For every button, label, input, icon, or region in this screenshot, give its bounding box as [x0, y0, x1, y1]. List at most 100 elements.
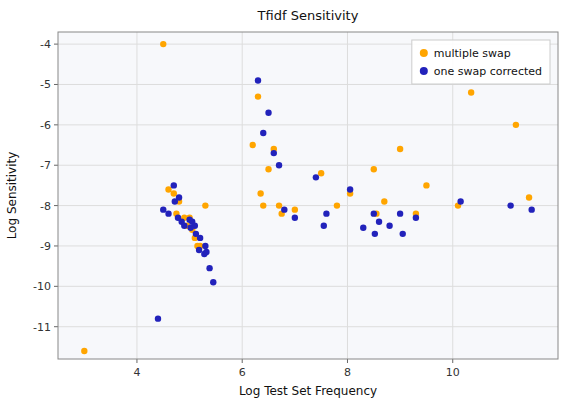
legend-marker [420, 67, 428, 75]
point [276, 162, 282, 168]
y-tick-label: -10 [33, 280, 51, 293]
legend: multiple swap one swap corrected [412, 40, 550, 84]
x-axis-label: Log Test Set Frequency [239, 384, 377, 398]
title: Tfidf Sensitivity [257, 8, 359, 23]
y-tick [54, 245, 58, 246]
point [360, 225, 366, 231]
point [397, 146, 403, 152]
y-axis-label: Log Sensitivity [5, 152, 19, 240]
point [165, 186, 171, 192]
point [260, 130, 266, 136]
y-grid-line [58, 165, 558, 166]
y-grid-line [58, 124, 558, 125]
point [507, 202, 513, 208]
point [271, 150, 277, 156]
point [397, 210, 403, 216]
point [210, 279, 216, 285]
y-tick-label: -4 [40, 38, 51, 51]
point [257, 190, 263, 196]
legend-box [412, 40, 550, 84]
x-tick [347, 359, 348, 363]
legend-label: multiple swap [434, 47, 511, 60]
point [292, 206, 298, 212]
point [160, 206, 166, 212]
point [181, 223, 187, 229]
point [372, 231, 378, 237]
y-tick [54, 44, 58, 45]
point [323, 210, 329, 216]
x-tick [242, 359, 243, 363]
y-tick [54, 326, 58, 327]
point [334, 202, 340, 208]
point [347, 186, 353, 192]
point [321, 223, 327, 229]
point [413, 215, 419, 221]
point [160, 41, 166, 47]
x-tick [136, 359, 137, 363]
x-tick-label: 4 [133, 366, 140, 379]
point [202, 202, 208, 208]
series-0 [81, 41, 532, 354]
point [203, 249, 209, 255]
point [255, 77, 261, 83]
point [250, 142, 256, 148]
point [526, 194, 532, 200]
y-grid-line [58, 326, 558, 327]
points [81, 41, 535, 354]
point [371, 210, 377, 216]
y-tick-label: -11 [33, 321, 51, 334]
chart: 46810-4-5-6-7-8-9-10-11Tfidf Sensitivity… [0, 0, 572, 405]
y-tick [54, 205, 58, 206]
point [192, 223, 198, 229]
point [468, 89, 474, 95]
legend-label: one swap corrected [434, 65, 542, 78]
plot-frame [58, 32, 558, 359]
plot-background [58, 32, 558, 359]
y-grid-line [58, 286, 558, 287]
point [386, 223, 392, 229]
point [265, 166, 271, 172]
grid [58, 32, 558, 359]
point [196, 247, 202, 253]
x-tick [452, 359, 453, 363]
point [318, 170, 324, 176]
point [265, 110, 271, 116]
point [171, 182, 177, 188]
point [423, 182, 429, 188]
point [376, 219, 382, 225]
y-tick [54, 124, 58, 125]
y-tick-label: -7 [40, 159, 51, 172]
point [202, 243, 208, 249]
y-grid-line [58, 205, 558, 206]
point [457, 198, 463, 204]
legend-marker [420, 49, 428, 57]
series-1 [155, 77, 535, 322]
point [371, 166, 377, 172]
point [176, 194, 182, 200]
y-grid-line [58, 245, 558, 246]
y-tick-label: -6 [40, 119, 51, 132]
point [171, 190, 177, 196]
point [313, 174, 319, 180]
y-tick [54, 286, 58, 287]
point [197, 235, 203, 241]
point [292, 215, 298, 221]
y-tick-label: -9 [40, 240, 51, 253]
x-tick-label: 8 [344, 366, 351, 379]
point [276, 202, 282, 208]
point [400, 231, 406, 237]
point [513, 122, 519, 128]
point [528, 206, 534, 212]
point [255, 93, 261, 99]
x-tick-label: 6 [239, 366, 246, 379]
y-tick [54, 84, 58, 85]
x-grid-line [242, 32, 243, 359]
point [206, 265, 212, 271]
point [81, 348, 87, 354]
x-grid-line [136, 32, 137, 359]
point [165, 210, 171, 216]
point [155, 315, 161, 321]
point [260, 202, 266, 208]
y-tick-label: -8 [40, 200, 51, 213]
y-tick-label: -5 [40, 78, 51, 91]
